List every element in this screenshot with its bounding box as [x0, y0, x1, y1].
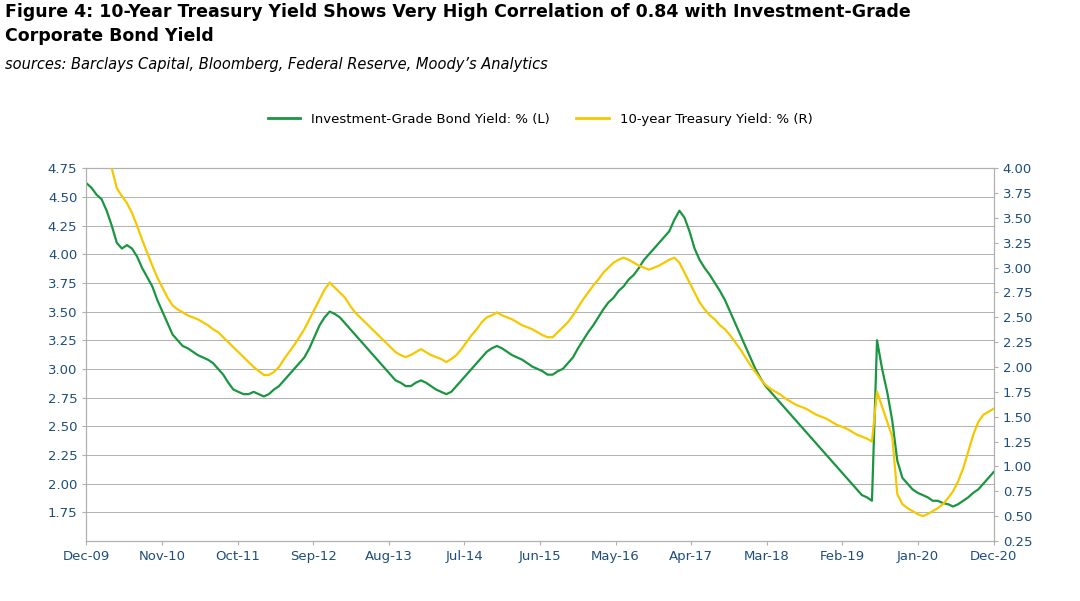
Legend: Investment-Grade Bond Yield: % (L), 10-year Treasury Yield: % (R): Investment-Grade Bond Yield: % (L), 10-y…: [262, 108, 818, 132]
Text: sources: Barclays Capital, Bloomberg, Federal Reserve, Moody’s Analytics: sources: Barclays Capital, Bloomberg, Fe…: [5, 57, 549, 72]
Text: Figure 4: 10-Year Treasury Yield Shows Very High Correlation of 0.84 with Invest: Figure 4: 10-Year Treasury Yield Shows V…: [5, 3, 912, 21]
Text: Corporate Bond Yield: Corporate Bond Yield: [5, 27, 214, 45]
